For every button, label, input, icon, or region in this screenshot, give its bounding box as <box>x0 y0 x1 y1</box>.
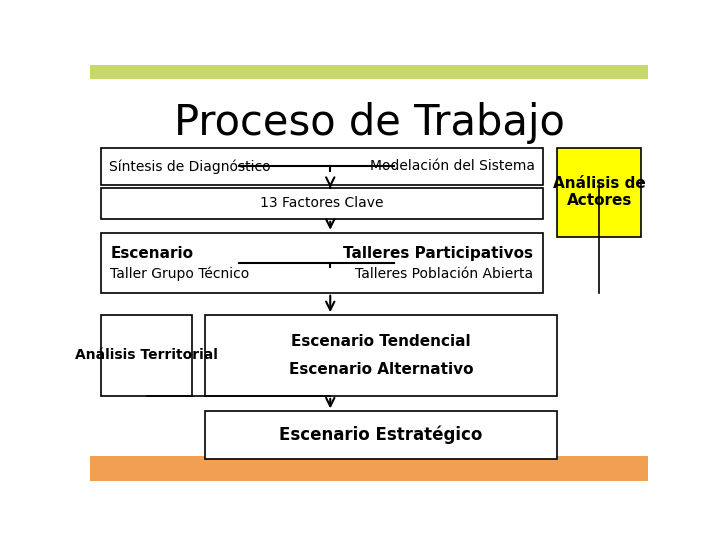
Text: Síntesis de Diagnóstico: Síntesis de Diagnóstico <box>109 159 270 174</box>
Text: Talleres Población Abierta: Talleres Población Abierta <box>355 267 534 280</box>
Bar <box>90 65 648 79</box>
Bar <box>101 188 543 219</box>
Bar <box>90 456 648 481</box>
Bar <box>101 148 543 185</box>
Bar <box>557 148 641 237</box>
Text: Proceso de Trabajo: Proceso de Trabajo <box>174 102 564 144</box>
Text: Escenario Estratégico: Escenario Estratégico <box>279 426 482 444</box>
Text: Escenario: Escenario <box>110 246 193 261</box>
Text: Análisis de
Actores: Análisis de Actores <box>553 176 646 208</box>
Text: Análisis Territorial: Análisis Territorial <box>75 348 218 362</box>
Text: Talleres Participativos: Talleres Participativos <box>343 246 534 261</box>
Text: Modelación del Sistema: Modelación del Sistema <box>370 159 535 173</box>
Text: 13 Factores Clave: 13 Factores Clave <box>260 197 384 211</box>
Text: Taller Grupo Técnico: Taller Grupo Técnico <box>110 266 249 281</box>
Bar <box>101 233 543 293</box>
Text: Escenario Tendencial: Escenario Tendencial <box>291 334 471 349</box>
Bar <box>204 411 557 459</box>
Bar <box>101 315 192 396</box>
Bar <box>204 315 557 396</box>
Text: Escenario Alternativo: Escenario Alternativo <box>289 362 473 377</box>
